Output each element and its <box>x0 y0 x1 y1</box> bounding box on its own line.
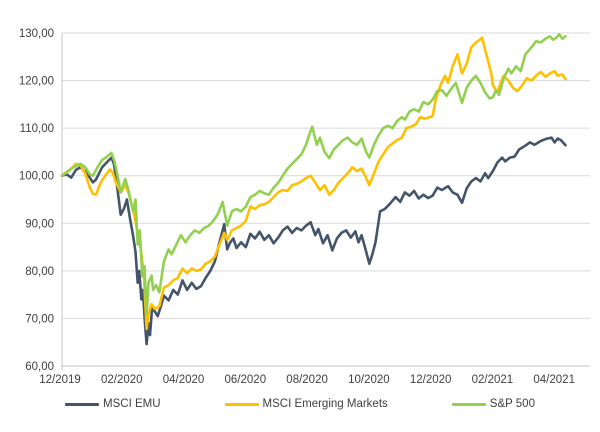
y-tick-label: 100,00 <box>19 171 54 183</box>
y-tick-label: 110,00 <box>20 123 54 135</box>
x-tick-label: 02/2021 <box>472 374 514 386</box>
y-tick-label: 90,00 <box>25 218 54 230</box>
y-tick-label: 70,00 <box>25 313 54 325</box>
plot-area: 60,00 70,00 80,00 90,00 100,00 110,00 120,00 13… <box>19 28 590 386</box>
legend: MSCI EMU MSCI Emerging Markets S&P 500 <box>0 398 600 410</box>
legend-label-msci-emerging-markets: MSCI Emerging Markets <box>262 398 388 410</box>
y-tick-label: 120,00 <box>19 76 54 88</box>
legend-item-sp500: S&P 500 <box>451 398 535 410</box>
x-tick-label: 04/2021 <box>533 374 575 386</box>
x-tick-label: 06/2020 <box>225 374 267 386</box>
y-tick-label: 80,00 <box>25 266 54 278</box>
series-line-1 <box>60 36 567 331</box>
x-tick-label: 12/2020 <box>410 374 452 386</box>
legend-label-sp500: S&P 500 <box>489 398 535 410</box>
legend-label-msci-emu: MSCI EMU <box>103 398 161 410</box>
x-tick-label: 08/2020 <box>286 374 328 386</box>
series-line-0 <box>60 136 567 346</box>
series-line-2 <box>60 33 567 316</box>
x-tick-label: 02/2020 <box>101 374 143 386</box>
legend-item-msci-emerging-markets: MSCI Emerging Markets <box>224 398 388 410</box>
y-tick-label: 60,00 <box>25 361 54 373</box>
x-tick-label: 12/2019 <box>39 374 81 386</box>
legend-line-swatch-msci-emu <box>65 402 100 406</box>
legend-line-swatch-sp500 <box>451 402 486 406</box>
x-tick-label: 10/2020 <box>348 374 390 386</box>
legend-item-msci-emu: MSCI EMU <box>65 398 161 410</box>
legend-line-swatch-msci-emerging-markets <box>224 402 259 406</box>
y-tick-label: 130,00 <box>19 28 54 40</box>
x-tick-label: 04/2020 <box>163 374 205 386</box>
